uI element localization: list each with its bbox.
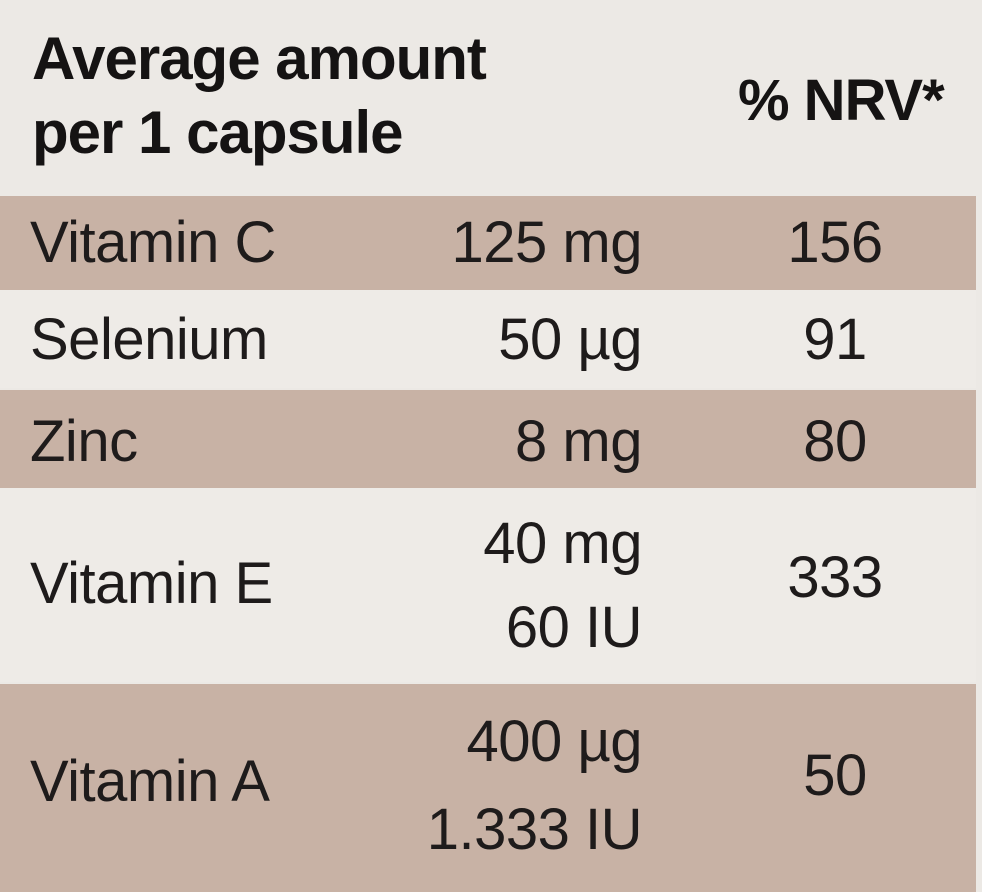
table-row: Vitamin A 400 µg 1.333 IU 50 bbox=[0, 684, 976, 892]
nutrient-nrv: 91 bbox=[803, 307, 867, 372]
amount-line: 400 µg bbox=[466, 709, 642, 774]
table-row: Zinc 8 mg 80 bbox=[0, 390, 976, 488]
amount-line: 8 mg bbox=[515, 409, 642, 474]
amount-line: 125 mg bbox=[451, 210, 643, 275]
nutrient-amount: 50 µg bbox=[498, 302, 642, 378]
nutrient-nrv: 50 bbox=[803, 743, 867, 808]
nutrient-nrv: 156 bbox=[787, 210, 883, 275]
amount-line: 40 mg bbox=[483, 511, 642, 576]
nutrient-amount: 8 mg bbox=[515, 404, 642, 480]
amount-line: 50 µg bbox=[498, 307, 642, 372]
nrv-column-header: % NRV* bbox=[738, 68, 945, 133]
amount-line: 60 IU bbox=[505, 595, 643, 660]
nutrient-name: Vitamin E bbox=[30, 551, 273, 616]
nutrient-nrv: 80 bbox=[803, 409, 867, 474]
table-row: Vitamin E 40 mg 60 IU 333 bbox=[0, 488, 976, 682]
nutrient-name: Selenium bbox=[30, 307, 268, 372]
nutrient-name: Vitamin A bbox=[30, 749, 270, 814]
table-header: Average amount per 1 capsule % NRV* bbox=[0, 0, 982, 194]
amount-line: 1.333 IU bbox=[426, 797, 643, 862]
header-title-line-1: Average amount bbox=[32, 25, 487, 92]
amount-column-header: Average amount per 1 capsule bbox=[32, 22, 487, 170]
nutrient-amount: 125 mg bbox=[451, 205, 643, 281]
table-row: Vitamin C 125 mg 156 bbox=[0, 196, 976, 290]
header-title-line-2: per 1 capsule bbox=[32, 99, 404, 166]
nutrient-name: Vitamin C bbox=[30, 210, 276, 275]
nutrient-amount: 40 mg 60 IU bbox=[483, 502, 642, 670]
nutrient-amount: 400 µg 1.333 IU bbox=[426, 698, 643, 874]
nutrient-name: Zinc bbox=[30, 409, 138, 474]
nutrient-nrv: 333 bbox=[787, 545, 883, 610]
table-row: Selenium 50 µg 91 bbox=[0, 290, 976, 388]
